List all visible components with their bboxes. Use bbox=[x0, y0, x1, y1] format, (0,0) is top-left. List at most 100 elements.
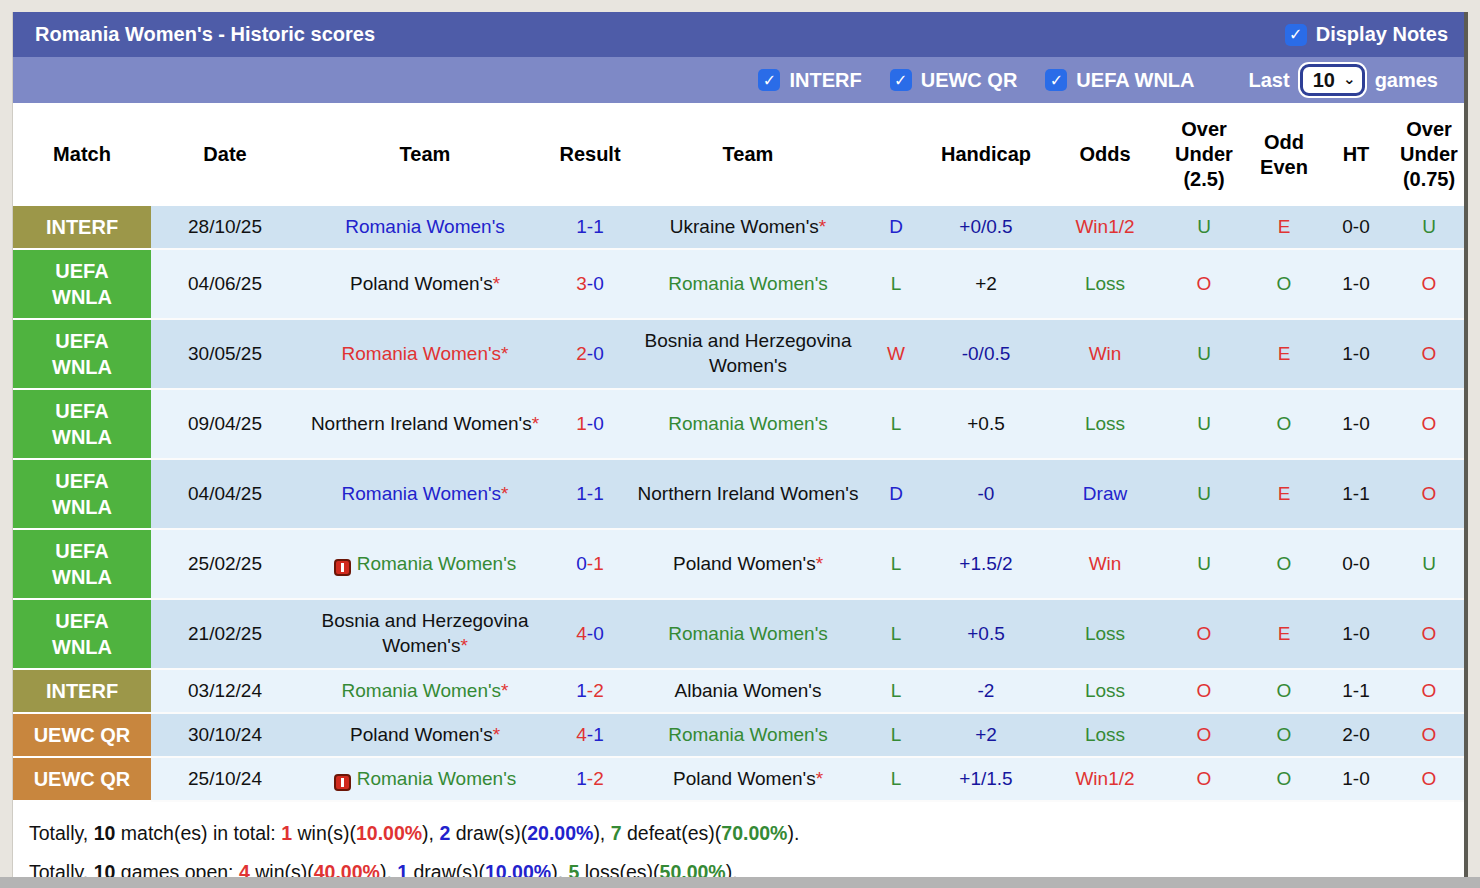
checkbox-checked-icon[interactable]: ✓ bbox=[758, 69, 780, 91]
competition-badge-line: WNLA bbox=[17, 354, 147, 380]
match-date: 25/10/24 bbox=[151, 757, 299, 801]
red-card-icon bbox=[334, 559, 351, 576]
half-time-score: 1-0 bbox=[1323, 599, 1389, 669]
summary-line-2: Totally, 10 games open: 4 win(s)(40.00%)… bbox=[29, 860, 1448, 877]
star-icon: * bbox=[493, 273, 500, 294]
games-count-select[interactable]: 10 bbox=[1303, 67, 1362, 93]
over-under-25-value: U bbox=[1163, 389, 1245, 459]
match-date: 28/10/25 bbox=[151, 206, 299, 249]
competition-badge-line: UEFA bbox=[17, 538, 147, 564]
match-row: UEFAWNLA04/06/25Poland Women's*3-0Romani… bbox=[13, 249, 1468, 319]
over-under-075-value: O bbox=[1389, 459, 1468, 529]
away-team-name: Bosnia and Herzegovina Women's bbox=[644, 330, 851, 376]
filter-interf[interactable]: ✓ INTERF bbox=[758, 69, 861, 92]
summary-stat-value: 1 bbox=[281, 822, 292, 844]
over-under-25-value: O bbox=[1163, 249, 1245, 319]
home-team: Poland Women's* bbox=[299, 249, 551, 319]
summary-stat-value: 40.00% bbox=[314, 861, 380, 877]
match-date: 09/04/25 bbox=[151, 389, 299, 459]
home-team-name: Romania Women's bbox=[342, 343, 502, 364]
home-team-name: Northern Ireland Women's bbox=[311, 413, 532, 434]
competition-badge-line: WNLA bbox=[17, 284, 147, 310]
match-date: 30/05/25 bbox=[151, 319, 299, 389]
competition-badge: UEWC QR bbox=[13, 713, 151, 757]
column-header-over-under-25: Over Under (2.5) bbox=[1163, 103, 1245, 206]
odds-result: Loss bbox=[1047, 249, 1163, 319]
away-team: Bosnia and Herzegovina Women's bbox=[629, 319, 867, 389]
over-under-075-value: O bbox=[1389, 389, 1468, 459]
over-under-25-value: U bbox=[1163, 319, 1245, 389]
checkbox-checked-icon[interactable]: ✓ bbox=[1045, 69, 1067, 91]
display-notes-label: Display Notes bbox=[1316, 23, 1448, 46]
column-header-away-team: Team bbox=[629, 103, 867, 206]
handicap-value: +2 bbox=[925, 713, 1047, 757]
home-score: 1 bbox=[576, 216, 587, 237]
away-score: 2 bbox=[593, 768, 604, 789]
star-icon: * bbox=[501, 483, 508, 504]
half-time-score: 2-0 bbox=[1323, 713, 1389, 757]
over-under-075-value: O bbox=[1389, 757, 1468, 801]
summary-text: defeat(es)( bbox=[622, 822, 722, 844]
match-date: 03/12/24 bbox=[151, 669, 299, 713]
odds-result: Loss bbox=[1047, 669, 1163, 713]
display-notes-toggle[interactable]: ✓ Display Notes bbox=[1285, 23, 1448, 46]
competition-badge-line: UEFA bbox=[17, 258, 147, 284]
checkbox-checked-icon[interactable]: ✓ bbox=[1285, 24, 1307, 46]
games-label: games bbox=[1375, 69, 1438, 92]
match-result: 0-1 bbox=[551, 529, 629, 599]
competition-badge: UEFAWNLA bbox=[13, 319, 151, 389]
summary-stat-value: 20.00% bbox=[527, 822, 593, 844]
away-team: Albania Women's bbox=[629, 669, 867, 713]
handicap-value: -0/0.5 bbox=[925, 319, 1047, 389]
summary-text: games open: bbox=[115, 861, 239, 877]
competition-badge-line: UEFA bbox=[17, 468, 147, 494]
handicap-value: +0.5 bbox=[925, 389, 1047, 459]
summary-text: ), bbox=[380, 861, 397, 877]
star-icon: * bbox=[816, 553, 823, 574]
over-under-075-value: U bbox=[1389, 529, 1468, 599]
summary-text: win(s)( bbox=[292, 822, 356, 844]
summary-text: Totally, bbox=[29, 822, 94, 844]
competition-badge: UEWC QR bbox=[13, 757, 151, 801]
star-icon: * bbox=[819, 216, 826, 237]
checkbox-checked-icon[interactable]: ✓ bbox=[890, 69, 912, 91]
home-team: Poland Women's* bbox=[299, 713, 551, 757]
match-row: INTERF28/10/25Romania Women's1-1Ukraine … bbox=[13, 206, 1468, 249]
away-team-name: Romania Women's bbox=[668, 273, 828, 294]
away-team-name: Poland Women's bbox=[673, 553, 816, 574]
home-team: Bosnia and Herzegovina Women's* bbox=[299, 599, 551, 669]
star-icon: * bbox=[501, 343, 508, 364]
home-team: Northern Ireland Women's* bbox=[299, 389, 551, 459]
home-team: Romania Women's bbox=[299, 529, 551, 599]
handicap-value: +0/0.5 bbox=[925, 206, 1047, 249]
home-team-name: Bosnia and Herzegovina Women's bbox=[321, 610, 528, 656]
match-result: 1-0 bbox=[551, 389, 629, 459]
home-team-name: Poland Women's bbox=[350, 273, 493, 294]
away-team-name: Romania Women's bbox=[668, 413, 828, 434]
filter-uewc-qr[interactable]: ✓ UEWC QR bbox=[890, 69, 1018, 92]
result-letter: L bbox=[867, 757, 925, 801]
home-team: Romania Women's bbox=[299, 206, 551, 249]
away-team: Poland Women's* bbox=[629, 757, 867, 801]
last-label: Last bbox=[1249, 69, 1290, 92]
odd-even-value: O bbox=[1245, 713, 1323, 757]
filter-uefa-wnla[interactable]: ✓ UEFA WNLA bbox=[1045, 69, 1194, 92]
title-bar: Romania Women's - Historic scores ✓ Disp… bbox=[13, 12, 1464, 57]
summary-stat-value: 7 bbox=[611, 822, 622, 844]
competition-badge: INTERF bbox=[13, 206, 151, 249]
half-time-score: 1-0 bbox=[1323, 389, 1389, 459]
competition-badge: UEFAWNLA bbox=[13, 599, 151, 669]
odds-result: Win bbox=[1047, 319, 1163, 389]
handicap-value: -0 bbox=[925, 459, 1047, 529]
result-letter: L bbox=[867, 529, 925, 599]
column-header-ht: HT bbox=[1323, 103, 1389, 206]
column-header-over-under-075: Over Under (0.75) bbox=[1389, 103, 1468, 206]
summary-text: ), bbox=[593, 822, 610, 844]
result-letter: L bbox=[867, 599, 925, 669]
match-result: 1-2 bbox=[551, 757, 629, 801]
summary-line-1: Totally, 10 match(es) in total: 1 win(s)… bbox=[29, 821, 1448, 846]
result-letter: D bbox=[867, 206, 925, 249]
summary-text: ). bbox=[787, 822, 799, 844]
away-team: Romania Women's bbox=[629, 713, 867, 757]
odd-even-value: E bbox=[1245, 319, 1323, 389]
